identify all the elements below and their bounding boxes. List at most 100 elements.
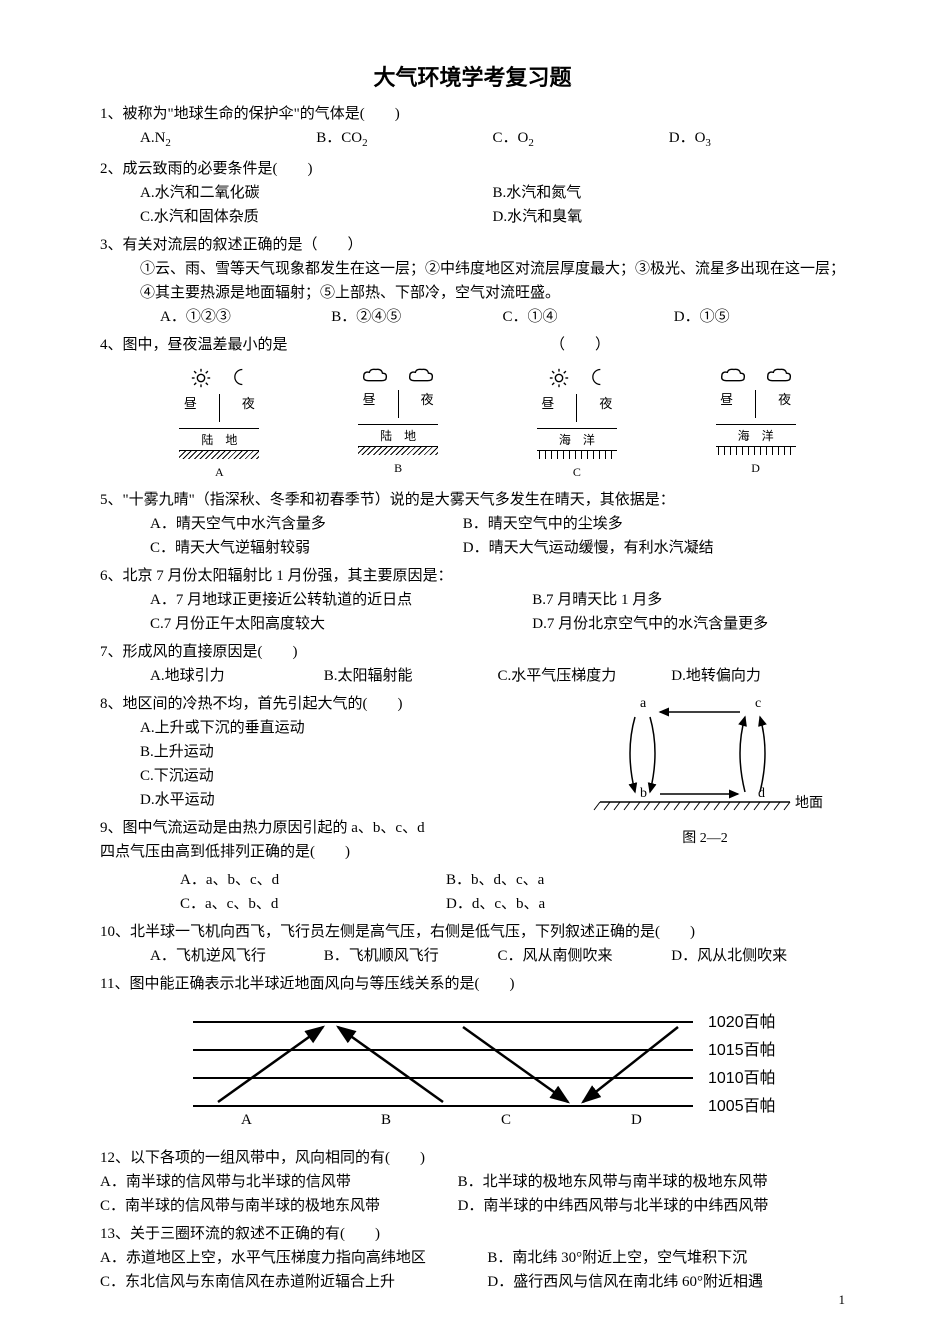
q8-opt-b: B.上升运动 bbox=[140, 740, 565, 764]
q5-opt-b: B．晴天空气中的尘埃多 bbox=[463, 512, 845, 536]
q2-text: 2、成云致雨的必要条件是( ) bbox=[100, 157, 845, 181]
q8-q9-block: 8、地区间的冷热不均，首先引起大气的( ) A.上升或下沉的垂直运动 B.上升运… bbox=[100, 692, 845, 868]
q11-label-c: C bbox=[501, 1112, 511, 1128]
q7-text: 7、形成风的直接原因是( ) bbox=[100, 640, 845, 664]
question-13: 13、关于三圈环流的叙述不正确的有( ) A．赤道地区上空，水平气压梯度力指向高… bbox=[100, 1222, 845, 1294]
q12-text: 12、以下各项的一组风带中，风向相同的有( ) bbox=[100, 1146, 845, 1170]
question-4: 4、图中，昼夜温差最小的是 （ ） 昼夜陆 地A昼夜陆 地B昼夜海 洋C昼夜海 … bbox=[100, 333, 845, 482]
q4-panel-a: 昼夜陆 地A bbox=[149, 367, 289, 482]
moon-icon bbox=[588, 367, 606, 392]
q10-opt-b: B．飞机顺风飞行 bbox=[324, 944, 498, 968]
q4-panel-b: 昼夜陆 地B bbox=[328, 367, 468, 482]
night-label: 夜 bbox=[421, 390, 434, 411]
q12-opt-d: D．南半球的中纬西风带与北半球的中纬西风带 bbox=[458, 1194, 845, 1218]
q9-opt-b: B．b、d、c、a bbox=[446, 868, 845, 892]
ground-pattern bbox=[179, 451, 259, 459]
q2-opt-a: A.水汽和二氧化碳 bbox=[140, 181, 493, 205]
page-number: 1 bbox=[839, 1292, 846, 1308]
q3-opt-c: C．①④ bbox=[503, 305, 674, 329]
question-3: 3、有关对流层的叙述正确的是（ ） ①云、雨、雪等天气现象都发生在这一层；②中纬… bbox=[100, 233, 845, 329]
q6-opt-d: D.7 月份北京空气中的水汽含量更多 bbox=[532, 612, 845, 636]
night-label: 夜 bbox=[778, 390, 791, 411]
day-label: 昼 bbox=[363, 390, 376, 411]
q2-opt-d: D.水汽和臭氧 bbox=[493, 205, 846, 229]
q1-opt-a: A.N2 bbox=[140, 126, 316, 153]
q9-opt-a: A．a、b、c、d bbox=[180, 868, 446, 892]
isobar-1020: 1020百帕 bbox=[708, 1013, 776, 1031]
question-11: 11、图中能正确表示北半球近地面风向与等压线关系的是( ) 1020百帕 101… bbox=[100, 972, 845, 1140]
question-6: 6、北京 7 月份太阳辐射比 1 月份强，其主要原因是： A．7 月地球正更接近… bbox=[100, 564, 845, 636]
q4-text: 4、图中，昼夜温差最小的是 （ ） bbox=[100, 333, 845, 357]
q12-opt-b: B．北半球的极地东风带与南半球的极地东风带 bbox=[458, 1170, 845, 1194]
cloud-icon bbox=[719, 367, 747, 388]
q1-opt-b: B．CO2 bbox=[316, 126, 492, 153]
q1-opt-c: C．O2 bbox=[493, 126, 669, 153]
q8-opt-a: A.上升或下沉的垂直运动 bbox=[140, 716, 565, 740]
q11-label-b: B bbox=[381, 1112, 391, 1128]
q5-opt-c: C．晴天大气逆辐射较弱 bbox=[150, 536, 463, 560]
q5-opt-d: D．晴天大气运动缓慢，有利水汽凝结 bbox=[463, 536, 845, 560]
isobar-1005: 1005百帕 bbox=[708, 1097, 776, 1115]
sun-icon bbox=[548, 367, 570, 392]
q13-text: 13、关于三圈环流的叙述不正确的有( ) bbox=[100, 1222, 845, 1246]
q12-opt-a: A．南半球的信风带与北半球的信风带 bbox=[100, 1170, 458, 1194]
q6-opt-c: C.7 月份正午太阳高度较大 bbox=[150, 612, 532, 636]
q13-opt-d: D．盛行西风与信风在南北纬 60°附近相遇 bbox=[487, 1270, 845, 1294]
day-label: 昼 bbox=[184, 394, 197, 415]
q11-label-a: A bbox=[241, 1112, 252, 1128]
day-label: 昼 bbox=[541, 394, 554, 415]
panel-key: C bbox=[507, 463, 647, 482]
question-5: 5、"十雾九晴"（指深秋、冬季和初春季节）说的是大雾天气多发生在晴天，其依据是：… bbox=[100, 488, 845, 560]
surface-label: 海 洋 bbox=[559, 431, 595, 450]
night-label: 夜 bbox=[242, 394, 255, 415]
question-8: 8、地区间的冷热不均，首先引起大气的( ) A.上升或下沉的垂直运动 B.上升运… bbox=[100, 692, 565, 812]
fig-label-d: d bbox=[758, 786, 765, 801]
cloud-icon bbox=[361, 367, 389, 388]
q4-diagram: 昼夜陆 地A昼夜陆 地B昼夜海 洋C昼夜海 洋D bbox=[130, 367, 845, 482]
question-12: 12、以下各项的一组风带中，风向相同的有( ) A．南半球的信风带与北半球的信风… bbox=[100, 1146, 845, 1218]
q9-opt-d: D．d、c、b、a bbox=[446, 892, 845, 916]
q10-opt-d: D．风从北侧吹来 bbox=[671, 944, 845, 968]
q5-opt-a: A．晴天空气中水汽含量多 bbox=[150, 512, 463, 536]
q7-opt-a: A.地球引力 bbox=[150, 664, 324, 688]
q8-opt-c: C.下沉运动 bbox=[140, 764, 565, 788]
sun-icon bbox=[190, 367, 212, 392]
q4-panel-d: 昼 夜海 洋 D bbox=[686, 367, 826, 482]
q11-figure: 1020百帕 1015百帕 1010百帕 1005百帕 A B C D bbox=[100, 1002, 845, 1140]
panel-key: D bbox=[686, 459, 826, 478]
question-9: 9、图中气流运动是由热力原因引起的 a、b、c、d 四点气压由高到低排列正确的是… bbox=[100, 816, 565, 864]
ground-pattern bbox=[716, 447, 796, 455]
surface-label: 海 洋 bbox=[738, 427, 774, 446]
cloud-icon bbox=[765, 367, 793, 388]
q3-opt-d: D．①⑤ bbox=[674, 305, 845, 329]
q12-opt-c: C．南半球的信风带与南半球的极地东风带 bbox=[100, 1194, 458, 1218]
q9-text2: 四点气压由高到低排列正确的是( ) bbox=[100, 840, 565, 864]
q11-label-d: D bbox=[631, 1112, 642, 1128]
q2-opt-b: B.水汽和氮气 bbox=[493, 181, 846, 205]
q3-detail: ①云、雨、雪等天气现象都发生在这一层；②中纬度地区对流层厚度最大；③极光、流星多… bbox=[100, 257, 845, 305]
q4-panel-c: 昼夜海 洋C bbox=[507, 367, 647, 482]
q7-opt-d: D.地转偏向力 bbox=[671, 664, 845, 688]
q6-opt-b: B.7 月晴天比 1 月多 bbox=[532, 588, 845, 612]
ground-pattern bbox=[537, 451, 617, 459]
page-title: 大气环境学考复习题 bbox=[100, 60, 845, 92]
q8-opt-d: D.水平运动 bbox=[140, 788, 565, 812]
cloud-icon bbox=[407, 367, 435, 388]
q5-text: 5、"十雾九晴"（指深秋、冬季和初春季节）说的是大雾天气多发生在晴天，其依据是： bbox=[100, 488, 845, 512]
q10-opt-a: A．飞机逆风飞行 bbox=[150, 944, 324, 968]
moon-icon bbox=[230, 367, 248, 392]
q13-opt-a: A．赤道地区上空，水平气压梯度力指向高纬地区 bbox=[100, 1246, 487, 1270]
q3-opt-b: B．②④⑤ bbox=[331, 305, 502, 329]
q13-opt-b: B．南北纬 30°附近上空，空气堆积下沉 bbox=[487, 1246, 845, 1270]
day-label: 昼 bbox=[720, 390, 733, 411]
q1-text: 1、被称为"地球生命的保护伞"的气体是( ) bbox=[100, 102, 845, 126]
question-2: 2、成云致雨的必要条件是( ) A.水汽和二氧化碳 B.水汽和氮气 C.水汽和固… bbox=[100, 157, 845, 229]
q3-text: 3、有关对流层的叙述正确的是（ ） bbox=[100, 233, 845, 257]
question-10: 10、北半球一飞机向西飞，飞行员左侧是高气压，右侧是低气压，下列叙述正确的是( … bbox=[100, 920, 845, 968]
panel-key: B bbox=[328, 459, 468, 478]
fig-caption: 图 2—2 bbox=[565, 827, 845, 847]
q8-text: 8、地区间的冷热不均，首先引起大气的( ) bbox=[100, 692, 565, 716]
q9-text: 9、图中气流运动是由热力原因引起的 a、b、c、d bbox=[100, 816, 565, 840]
fig-label-c: c bbox=[755, 696, 761, 711]
q7-opt-b: B.太阳辐射能 bbox=[324, 664, 498, 688]
